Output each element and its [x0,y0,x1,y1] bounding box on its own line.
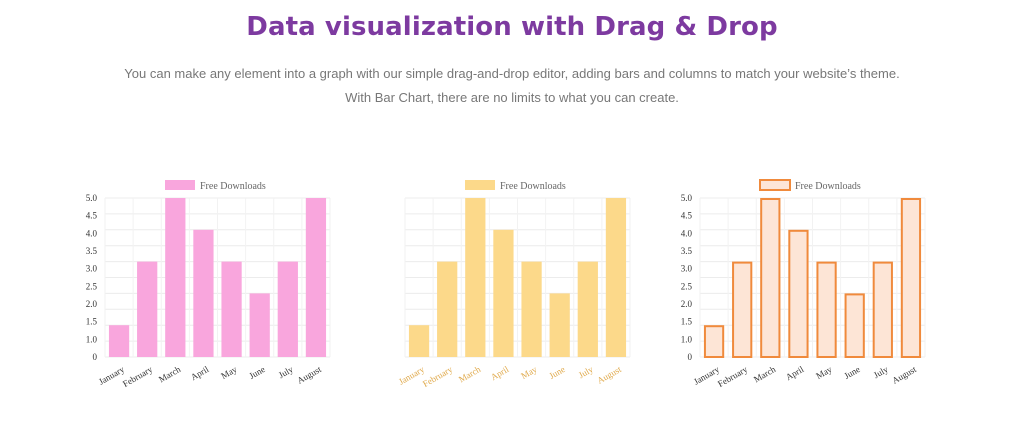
x-tick-label: March [752,364,778,385]
x-tick-label: May [814,364,834,381]
x-tick-label: July [577,364,595,380]
y-tick-label: 5.0 [681,193,693,203]
y-tick-label: 3.5 [681,246,693,256]
description-line-1: You can make any element into a graph wi… [124,66,900,81]
y-tick-label: 1.5 [86,317,98,327]
y-tick-label: 1.5 [681,317,693,327]
y-tick-label: 3.5 [86,246,98,256]
x-tick-label: March [457,364,483,385]
bar-april [788,229,809,358]
y-tick-label: 5.0 [86,193,98,203]
x-tick-label: July [277,364,295,380]
y-axis-ticks: 0 1.0 1.5 2.0 2.5 3.0 3.5 4.0 4.5 5.0 [86,193,98,362]
x-tick-label: August [890,364,918,386]
x-tick-label: June [247,364,266,381]
y-axis-ticks: 0 1.0 1.5 2.0 2.5 3.0 3.5 4.0 4.5 5.0 [681,193,693,362]
y-tick-label: 4.5 [86,211,98,221]
x-tick-label: August [295,364,323,386]
bar-january [108,325,130,357]
bar-march [760,198,781,358]
bar-february [732,261,753,358]
x-tick-label: March [157,364,183,385]
x-tick-label: April [784,364,806,382]
bar-july [577,261,598,357]
legend-label: Free Downloads [200,181,266,192]
bar-march [465,198,486,357]
y-tick-label: 1.0 [681,334,693,344]
x-tick-label: July [872,364,890,380]
bar-february [137,261,158,357]
bar-april [193,229,214,357]
legend: Free Downloads [465,180,566,192]
x-tick-label: June [842,364,861,381]
x-tick-label: May [219,364,239,381]
bar-may [816,261,837,358]
bar-march [165,198,186,357]
bar-april [493,229,514,357]
bar-july [277,261,298,357]
bar-august [900,198,922,358]
y-tick-label: 3.0 [86,264,98,274]
legend: Free Downloads [759,179,861,192]
x-tick-label: April [489,364,511,382]
bar-january [703,325,725,358]
bars [108,198,327,357]
x-tick-label: April [189,364,211,382]
bar-june [249,293,270,357]
y-tick-label: 0 [93,352,98,362]
y-tick-label: 2.0 [86,299,98,309]
page-title: Data visualization with Drag & Drop [246,12,778,42]
legend-swatch [759,179,791,191]
x-tick-label: February [716,364,750,389]
y-tick-label: 2.5 [86,281,98,291]
bar-june [549,293,570,357]
y-tick-label: 0 [688,352,693,362]
y-tick-label: 4.0 [86,228,98,238]
legend-swatch [465,180,495,190]
y-tick-label: 2.5 [681,281,693,291]
description-line-2: With Bar Chart, there are no limits to w… [345,90,679,105]
bar-july [872,261,893,358]
x-tick-label: February [121,364,155,389]
legend-swatch [165,180,195,190]
legend-label: Free Downloads [795,181,861,192]
bar-january [408,325,430,357]
legend: Free Downloads [165,180,266,192]
bar-chart-orange-outline: Free Downloads 0 1.0 1.5 2.0 2.5 3.0 3.5 4.0 4.5 5… [681,179,926,389]
bar-may [221,261,242,357]
x-tick-label: August [595,364,623,386]
x-tick-label: February [421,364,455,389]
bars [703,198,922,358]
bars [408,198,627,357]
bar-february [437,261,458,357]
x-tick-label: June [547,364,566,381]
y-tick-label: 1.0 [86,334,98,344]
bar-august [605,198,627,357]
y-tick-label: 4.0 [681,228,693,238]
y-tick-label: 4.5 [681,211,693,221]
bar-june [844,293,865,358]
bar-august [305,198,327,357]
bar-may [521,261,542,357]
legend-label: Free Downloads [500,181,566,192]
bar-chart-pink: Free Downloads 0 1.0 1.5 2.0 2.5 3.0 3.5 4.0 4.5 5… [86,180,331,389]
x-tick-label: May [519,364,539,381]
y-tick-label: 3.0 [681,264,693,274]
y-tick-label: 2.0 [681,299,693,309]
